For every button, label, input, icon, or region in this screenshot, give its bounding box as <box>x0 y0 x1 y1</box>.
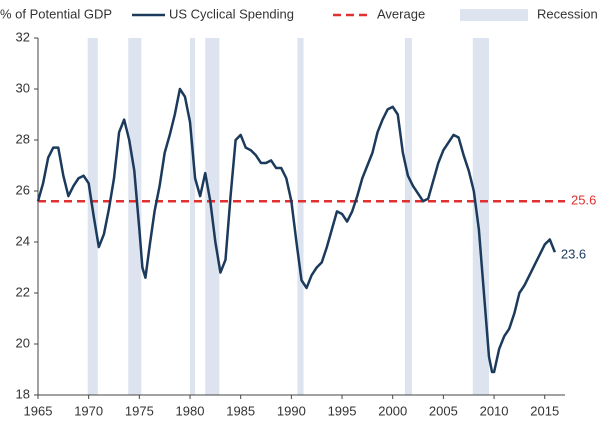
recession-band <box>297 38 304 395</box>
y-tick-label: 26 <box>16 182 30 197</box>
x-tick-label: 2000 <box>378 403 407 418</box>
series-line <box>36 87 557 374</box>
y-tick-label: 22 <box>16 284 30 299</box>
y-tick-label: 18 <box>16 386 30 401</box>
x-tick-label: 1980 <box>176 403 205 418</box>
recession-band <box>404 38 412 395</box>
x-tick-label: 2010 <box>480 403 509 418</box>
recession-band <box>190 38 196 395</box>
x-tick-label: 1985 <box>226 403 255 418</box>
y-tick-label: 32 <box>16 29 30 44</box>
y-tick-label: 28 <box>16 131 30 146</box>
average-label: 25.6 <box>571 193 596 208</box>
legend-label: US Cyclical Spending <box>169 6 294 21</box>
y-axis-label: % of Potential GDP <box>0 6 112 21</box>
x-tick-label: 2015 <box>530 403 559 418</box>
legend-recession <box>460 9 528 21</box>
y-tick-label: 20 <box>16 335 30 350</box>
legend-label: Average <box>377 6 425 21</box>
x-tick-label: 1965 <box>24 403 53 418</box>
x-tick-label: 2005 <box>429 403 458 418</box>
y-tick-label: 24 <box>16 233 30 248</box>
recession-band <box>128 38 142 395</box>
x-tick-label: 1975 <box>125 403 154 418</box>
y-tick-label: 30 <box>16 80 30 95</box>
legend-label: Recession <box>537 6 598 21</box>
x-tick-label: 1970 <box>74 403 103 418</box>
end-label: 23.6 <box>561 247 586 262</box>
x-tick-label: 1990 <box>277 403 306 418</box>
x-tick-label: 1995 <box>328 403 357 418</box>
